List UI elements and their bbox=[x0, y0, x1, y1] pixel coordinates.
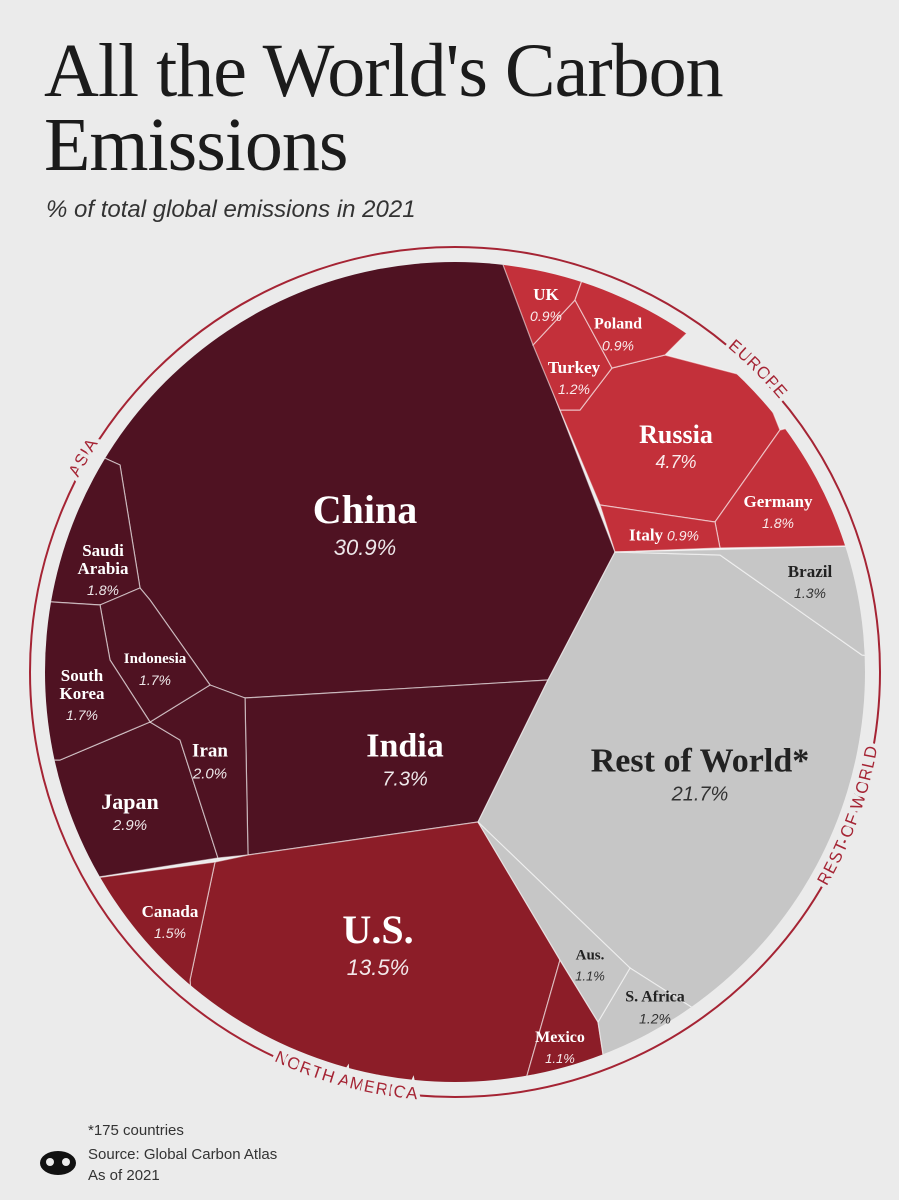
value-label: 1.7% bbox=[66, 706, 98, 723]
value-label: 4.7% bbox=[655, 452, 697, 473]
cell-label: Brazil 1.3% bbox=[788, 563, 832, 601]
category-label: Mexico bbox=[535, 1029, 585, 1047]
cell-label: Poland 0.9% bbox=[593, 315, 643, 354]
cell-label: Indonesia 1.7% bbox=[123, 651, 187, 688]
value-label: 2.9% bbox=[112, 817, 148, 835]
value-label: 1.5% bbox=[154, 924, 186, 941]
cell-label: UK 0.9% bbox=[530, 286, 562, 324]
cell-label: Canada 1.5% bbox=[142, 903, 199, 941]
outer-ring bbox=[29, 246, 881, 1098]
value-label: 0.9% bbox=[667, 527, 699, 544]
category-label: Japan bbox=[101, 788, 159, 814]
category-label: Saudi Arabia bbox=[77, 541, 129, 578]
cell-label: South Korea 1.7% bbox=[52, 667, 112, 723]
value-label: 1.1% bbox=[545, 1050, 575, 1066]
value-label: 13.5% bbox=[346, 955, 410, 980]
cell-label: Iran 2.0% bbox=[192, 740, 228, 783]
footnote: *175 countries bbox=[88, 1122, 184, 1139]
value-label: 1.1% bbox=[575, 968, 605, 984]
category-label: S. Africa bbox=[625, 988, 685, 1006]
category-label: Aus. bbox=[575, 947, 605, 964]
value-label: 1.3% bbox=[794, 584, 826, 601]
cell-label: Japan 2.9% bbox=[101, 790, 158, 834]
category-label: Brazil bbox=[787, 562, 833, 582]
cell-label: Turkey 1.2% bbox=[548, 359, 600, 397]
logo bbox=[40, 1151, 76, 1175]
value-label: 1.7% bbox=[139, 671, 171, 688]
cell bbox=[477, 821, 631, 1024]
category-label: Turkey bbox=[547, 358, 601, 378]
cell bbox=[45, 599, 151, 761]
category-label: Iran bbox=[192, 740, 228, 762]
cell-label: Italy 0.9% bbox=[625, 525, 699, 546]
value-label: 1.8% bbox=[87, 581, 119, 598]
cell-label: Mexico 1.1% bbox=[535, 1029, 585, 1066]
chart-subtitle: % of total global emissions in 2021 bbox=[46, 196, 416, 223]
value-label: 2.0% bbox=[192, 765, 228, 783]
category-label: Russia bbox=[639, 419, 713, 449]
cell-label: Germany 1.8% bbox=[744, 493, 813, 531]
cell-label: U.S. 13.5% bbox=[342, 909, 413, 981]
cell-label: India 7.3% bbox=[366, 727, 444, 792]
value-label: 1.2% bbox=[639, 1010, 671, 1027]
value-label: 0.9% bbox=[602, 337, 634, 354]
value-label: 1.2% bbox=[558, 380, 590, 397]
category-label: Indonesia bbox=[123, 651, 187, 668]
category-label: India bbox=[366, 727, 444, 765]
value-label: 30.9% bbox=[333, 535, 397, 560]
category-label: Germany bbox=[743, 492, 813, 512]
value-label: 7.3% bbox=[382, 768, 428, 791]
cell-label: Rest of World* 21.7% bbox=[590, 742, 810, 807]
category-label: South Korea bbox=[59, 666, 105, 703]
value-label: 0.9% bbox=[530, 307, 562, 324]
category-label: Poland bbox=[593, 315, 643, 333]
source: Source: Global Carbon Atlas bbox=[88, 1146, 278, 1163]
date-note: As of 2021 bbox=[88, 1167, 160, 1184]
cell-label: S. Africa 1.2% bbox=[625, 988, 685, 1027]
cell-label: China 30.9% bbox=[313, 489, 418, 561]
cell bbox=[599, 504, 721, 553]
category-label: U.S. bbox=[342, 907, 414, 952]
category-label: China bbox=[312, 487, 418, 532]
value-label: 21.7% bbox=[671, 783, 729, 806]
cell-label: Russia 4.7% bbox=[639, 421, 713, 473]
category-label: Canada bbox=[141, 902, 199, 922]
category-label: Rest of World* bbox=[590, 742, 810, 780]
cell bbox=[45, 861, 216, 1082]
chart-title: All the World's Carbon Emissions bbox=[44, 29, 724, 187]
category-label: UK bbox=[533, 285, 559, 305]
category-label: Italy bbox=[629, 525, 664, 545]
cell-label: Aus. 1.1% bbox=[575, 947, 605, 984]
cell-label: Saudi Arabia 1.8% bbox=[73, 542, 133, 598]
value-label: 1.8% bbox=[762, 514, 794, 531]
